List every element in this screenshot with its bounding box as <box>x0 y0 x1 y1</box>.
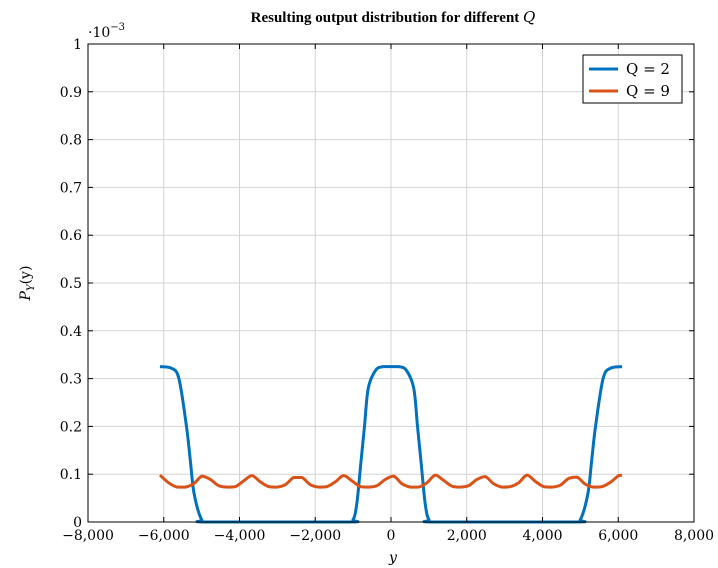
x-tick-label: 0 <box>387 528 396 544</box>
y-tick-label: 1 <box>73 37 82 53</box>
legend-label-q9: Q = 9 <box>626 82 670 100</box>
y-tick-label: 0.6 <box>60 228 82 244</box>
y-axis-label: PY(y) <box>18 266 37 302</box>
y-tick-label: 0.9 <box>60 85 82 101</box>
x-tick-label: −6,000 <box>138 528 190 544</box>
y-tick-label: 0.4 <box>60 324 82 340</box>
y-tick-label: 0.8 <box>60 133 82 149</box>
x-tick-label: 6,000 <box>598 528 638 544</box>
legend-label-q2: Q = 2 <box>626 60 670 78</box>
x-tick-labels: −8,000 −6,000 −4,000 −2,000 0 2,000 4,000 6,000… <box>62 528 714 544</box>
x-tick-label: 4,000 <box>522 528 562 544</box>
x-tick-label: −8,000 <box>62 528 114 544</box>
y-tick-labels: 0 0.1 0.2 0.3 0.4 0.5 0.6 0.7 0.8 0.9 1 <box>60 37 82 531</box>
y-tick-label: 0 <box>73 515 82 531</box>
chart-title: Resulting output distribution for differ… <box>251 8 536 26</box>
y-tick-label: 0.7 <box>60 180 82 196</box>
x-axis-label: y <box>388 550 398 566</box>
x-tick-label: 2,000 <box>447 528 487 544</box>
grid <box>88 44 694 522</box>
y-tick-label: 0.3 <box>60 372 82 388</box>
y-tick-label: 0.5 <box>60 276 82 292</box>
x-tick-label: −2,000 <box>289 528 341 544</box>
y-exponent-label: ·10−3 <box>88 22 125 41</box>
y-tick-label: 0.2 <box>60 419 82 435</box>
x-tick-label: −4,000 <box>214 528 266 544</box>
x-tick-label: 8,000 <box>674 528 714 544</box>
legend: Q = 2 Q = 9 <box>583 55 682 103</box>
y-tick-label: 0.1 <box>60 467 82 483</box>
